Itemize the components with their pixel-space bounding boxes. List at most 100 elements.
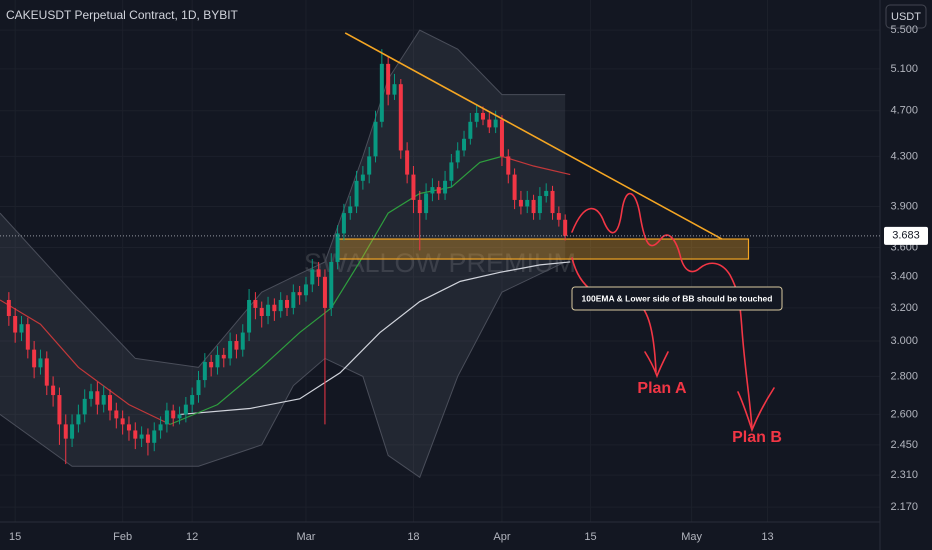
candle-body [259, 307, 264, 316]
candle-body [322, 276, 327, 308]
candle-body [38, 358, 43, 368]
candle-body [145, 434, 150, 443]
grid [0, 0, 880, 522]
candle-body [13, 315, 18, 333]
candle-body [392, 84, 397, 95]
candle-body [436, 187, 441, 194]
candle-body [474, 112, 479, 122]
candle-body [19, 324, 24, 333]
plot-area [0, 29, 750, 479]
x-tick-label: Mar [297, 531, 316, 543]
plan-label: Plan B [732, 429, 782, 446]
candle-body [152, 430, 157, 443]
candle-body [398, 84, 403, 151]
x-tick-label: 18 [407, 531, 419, 543]
y-tick-label: 2.170 [890, 501, 918, 513]
candle-body [32, 349, 37, 368]
candle-body [443, 180, 448, 194]
candle-body [316, 269, 321, 277]
candle-body [63, 424, 68, 439]
watermark: SWALLOW PREMIUM [304, 248, 576, 278]
candle-body [512, 174, 517, 200]
candle-body [82, 398, 87, 415]
candle-body [563, 219, 568, 236]
candle-body [202, 361, 207, 381]
candle-body [468, 121, 473, 139]
candle-body [550, 190, 555, 214]
candle-body [424, 193, 429, 214]
candle-body [133, 430, 138, 439]
candle-body [487, 119, 492, 128]
candle-body [411, 174, 416, 200]
candle-body [177, 414, 182, 419]
candle-body [297, 292, 302, 296]
candle-body [537, 196, 542, 214]
candle-body [405, 150, 410, 175]
candle-body [310, 269, 315, 285]
candle-body [386, 63, 391, 95]
candle-body [114, 410, 119, 419]
candle-body [25, 324, 30, 350]
indicator-line [0, 299, 171, 425]
candle-body [89, 391, 94, 399]
candle-body [183, 404, 188, 415]
note-box: 100EMA & Lower side of BB should be touc… [571, 286, 783, 311]
band-fill [0, 30, 566, 478]
candle-body [139, 434, 144, 439]
candle-body [285, 299, 290, 308]
candle-body [518, 199, 523, 207]
x-tick-label: 13 [761, 531, 773, 543]
x-tick-label: Apr [493, 531, 510, 543]
candle-body [70, 424, 75, 439]
candle-body [455, 150, 460, 163]
candle-body [196, 380, 201, 396]
candle-body [367, 156, 372, 175]
candle-body [544, 190, 549, 197]
x-tick-label: 15 [9, 531, 21, 543]
candle-body [449, 162, 454, 181]
currency-label[interactable]: USDT [891, 11, 921, 23]
candle-body [303, 284, 308, 296]
indicator-line [180, 261, 571, 416]
candle-body [95, 391, 100, 405]
y-tick-label: 2.600 [890, 408, 918, 420]
candle-body [373, 121, 378, 157]
y-tick-label: 2.800 [890, 370, 918, 382]
plan-label: Plan A [637, 380, 687, 397]
candle-body [556, 213, 561, 220]
scenario-path [571, 257, 657, 373]
candle-body [164, 410, 169, 425]
candle-body [462, 138, 467, 151]
candle-body [234, 341, 239, 350]
candle-body [6, 299, 11, 316]
candle-body [341, 213, 346, 234]
candle-body [379, 63, 384, 122]
candle-body [247, 299, 252, 333]
candle-body [57, 395, 62, 425]
x-tick-label: 12 [186, 531, 198, 543]
y-tick-label: 3.900 [890, 200, 918, 212]
candle-body [108, 395, 112, 411]
candle-body [190, 395, 195, 405]
band-line [0, 29, 566, 368]
candle-body [493, 119, 498, 128]
candle-body [499, 119, 504, 157]
candle-body [291, 292, 296, 308]
scenario-arrow [644, 351, 669, 379]
note-frame [571, 286, 783, 311]
currency-frame[interactable] [885, 4, 927, 29]
candle-body [240, 332, 245, 350]
candle-body [44, 358, 49, 386]
candle-body [209, 361, 214, 368]
candle-body [253, 299, 258, 308]
candle-body [266, 304, 271, 316]
candle-body [221, 354, 226, 359]
candle-body [417, 199, 422, 214]
currency-button[interactable]: USDT [885, 4, 927, 29]
candle-body [126, 424, 131, 431]
y-tick-label: 4.700 [890, 105, 918, 117]
y-tick-label: 2.310 [890, 469, 918, 481]
candle-body [120, 418, 125, 425]
x-tick-label: May [681, 531, 702, 543]
